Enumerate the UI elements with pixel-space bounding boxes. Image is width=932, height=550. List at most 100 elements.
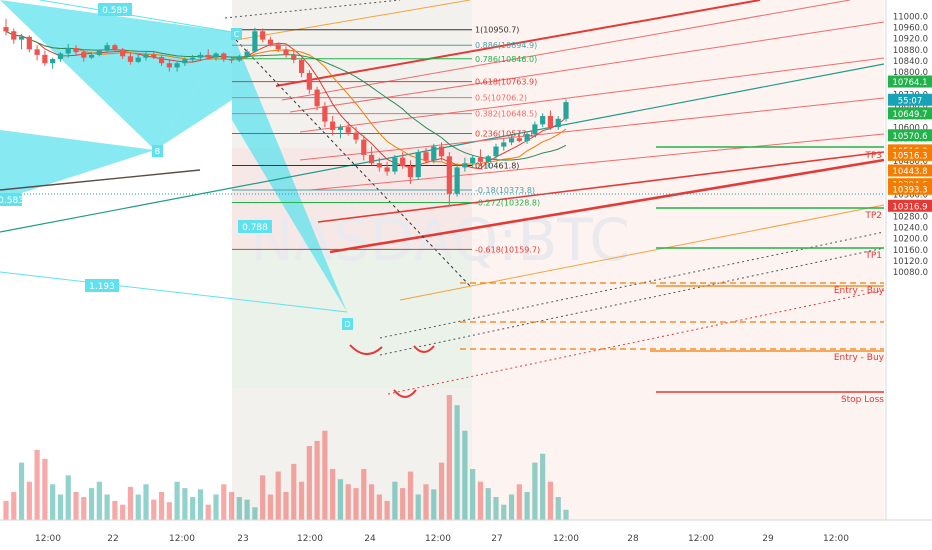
volume-bar (547, 481, 554, 520)
volume-bar (236, 497, 242, 520)
pitchfork-lines (224, 0, 885, 395)
candle (244, 49, 250, 58)
candle (88, 52, 95, 60)
fork-line (329, 158, 885, 254)
entry-buy-label: Entry - Buy (834, 286, 885, 296)
volume-bar (65, 475, 71, 520)
volume-bar (158, 491, 165, 520)
point-label: B (155, 147, 161, 156)
candle (438, 142, 445, 161)
candle (81, 49, 87, 62)
label-box (238, 220, 272, 233)
candle (50, 57, 56, 69)
candle (197, 52, 204, 61)
volume-bar (221, 484, 227, 520)
candle (540, 113, 546, 128)
candle (547, 110, 554, 130)
price-tag-label: 55:07 (898, 96, 923, 106)
point-label: D (344, 320, 350, 329)
volume-bar (477, 481, 484, 520)
candle (57, 52, 64, 62)
fork-line-dotted (379, 247, 885, 356)
price-tag (888, 93, 932, 106)
volume-bar (337, 479, 344, 520)
price-tick: 10280.0 (893, 213, 928, 223)
candle (368, 146, 375, 166)
tp1-label: TP1 (864, 251, 882, 261)
volume-bar (81, 497, 87, 520)
fork-line (299, 97, 885, 161)
volume-bar (524, 491, 530, 520)
candle (182, 57, 188, 67)
volume-bar (112, 500, 118, 520)
volume-bar (182, 488, 188, 520)
time-tick: 12:00 (35, 534, 61, 544)
candle (260, 28, 266, 43)
fork-line (309, 133, 885, 191)
fib-level-label: -0.618(10159.7) (475, 245, 540, 254)
volume-bar (3, 500, 9, 520)
candle (330, 116, 336, 136)
projection-zone (472, 0, 884, 520)
candle (477, 149, 484, 167)
volume-bar (407, 471, 414, 520)
candle (361, 135, 367, 161)
candle (322, 102, 328, 128)
price-tick: 10960.0 (893, 24, 928, 34)
price-tag (888, 199, 932, 212)
candle (376, 157, 382, 172)
candle (524, 132, 530, 144)
candle (26, 35, 32, 53)
candle (306, 70, 312, 94)
tp2-label: TP2 (864, 211, 882, 221)
pattern-wing-mid (155, 32, 232, 150)
candle (516, 131, 522, 143)
volume-bar (361, 468, 367, 520)
target-lines (460, 146, 884, 393)
price-tick: 10600.0 (893, 124, 928, 134)
support-arc (393, 389, 417, 398)
candle (96, 49, 102, 57)
trade-annotations: TP3 TP2 TP1 Entry - Buy Entry - Buy Stop… (834, 151, 885, 405)
volume-bar (275, 471, 281, 520)
price-tick: 10840.0 (893, 57, 928, 67)
candle (485, 154, 491, 168)
volume-bar (438, 462, 445, 520)
candle (563, 99, 569, 122)
candle (462, 157, 468, 172)
volume-bar (485, 488, 491, 520)
support-arc (413, 345, 435, 353)
candle (236, 54, 242, 62)
volume-bar (446, 395, 452, 520)
fib-level-label: 0.786(10846.0) (475, 55, 537, 64)
fib-level-label: 0.382(10648.5) (475, 110, 537, 119)
price-tick: 11000.0 (893, 13, 928, 23)
price-tags: 10764.155:0710649.710570.610516.310516.3… (888, 75, 932, 212)
volume-bar (283, 491, 289, 520)
volume-bar (454, 405, 460, 520)
candle (446, 152, 452, 205)
pattern-labels: 0.589 0.583 1.193 0.788 B D C (0, 3, 353, 330)
time-axis[interactable] (0, 520, 932, 550)
volume-bar (516, 484, 522, 520)
support-arc (349, 344, 383, 355)
candle (228, 56, 235, 64)
candle (555, 116, 561, 130)
price-tag-label: 10764.1 (892, 78, 927, 88)
volume-bar (314, 440, 320, 520)
volume-bar (88, 488, 95, 520)
volume-bar (260, 475, 266, 520)
point-box (342, 318, 353, 330)
price-tag (888, 107, 932, 120)
candle (18, 34, 25, 50)
volume-bar (540, 453, 546, 520)
label-box (0, 193, 22, 206)
fib-level-label: 0.5(10706.2) (475, 94, 527, 103)
volume-bar (190, 497, 196, 520)
candles (3, 18, 569, 205)
candle (267, 36, 274, 47)
volume-bar (392, 481, 398, 520)
volume-bars (3, 395, 569, 520)
price-tag-label: 10443.8 (892, 167, 927, 177)
